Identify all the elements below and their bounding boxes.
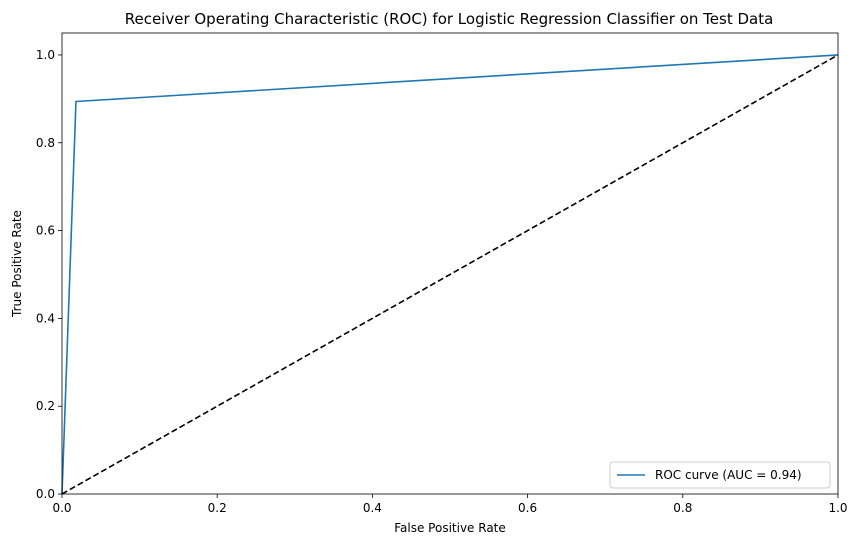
y-tick-label: 1.0: [36, 48, 55, 62]
legend: ROC curve (AUC = 0.94): [609, 461, 831, 489]
legend-label-roc: ROC curve (AUC = 0.94): [655, 468, 802, 482]
roc-curve-line: [61, 54, 839, 495]
legend-box: [609, 461, 831, 489]
x-tick-label: 1.0: [828, 501, 847, 515]
y-tick-label: 0.4: [36, 311, 55, 325]
y-tick-label: 0.0: [36, 487, 55, 501]
x-tick-label: 0.8: [673, 501, 692, 515]
x-tick-label: 0.4: [363, 501, 382, 515]
y-tick-label: 0.6: [36, 224, 55, 238]
x-axis-label: False Positive Rate: [394, 521, 506, 535]
y-tick-label: 0.2: [36, 399, 55, 413]
x-tick-label: 0.2: [208, 501, 227, 515]
x-axis-ticks: 0.0 0.2 0.4 0.6 0.8 1.0: [52, 494, 848, 515]
chart-title: Receiver Operating Characteristic (ROC) …: [125, 10, 774, 28]
y-axis-ticks: 0.0 0.2 0.4 0.6 0.8 1.0: [36, 48, 62, 501]
series-layer: [61, 54, 839, 495]
diagonal-reference-line: [61, 54, 839, 495]
x-tick-label: 0.6: [518, 501, 537, 515]
y-tick-label: 0.8: [36, 136, 55, 150]
x-tick-label: 0.0: [52, 501, 71, 515]
plot-area: [62, 33, 838, 494]
plot-frame: [61, 32, 839, 495]
y-axis-label: True Positive Rate: [10, 210, 24, 318]
